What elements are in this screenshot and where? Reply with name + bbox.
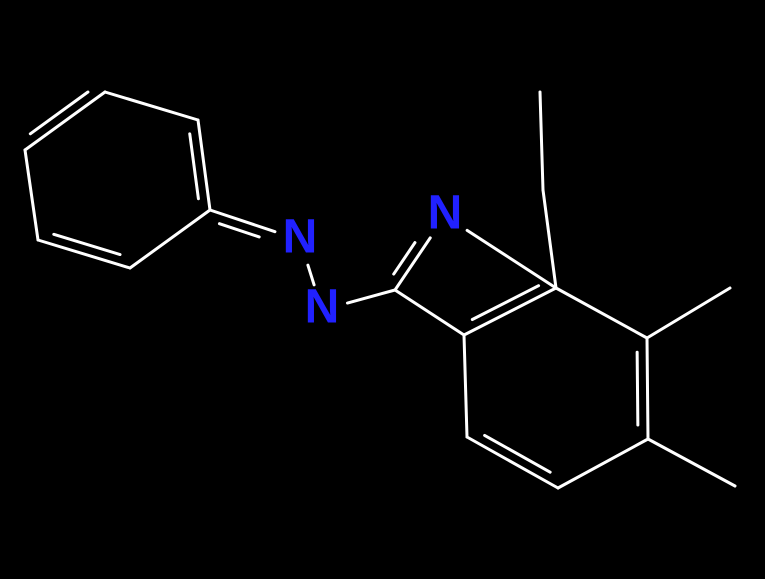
atom-label-n1: N: [283, 211, 318, 264]
atom-label-n2: N: [305, 281, 340, 334]
atom-label-n3: N: [428, 187, 463, 240]
molecule-diagram: NNN: [0, 0, 765, 579]
